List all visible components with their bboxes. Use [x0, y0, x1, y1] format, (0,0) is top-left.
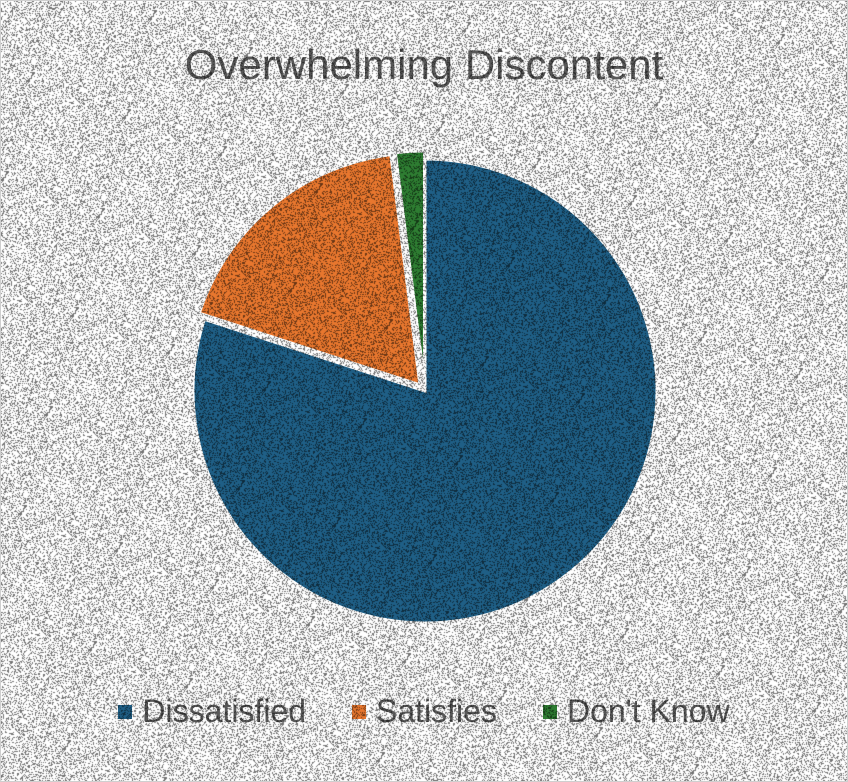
- legend-item: Dissatisfied: [118, 693, 306, 730]
- legend-label: Satisfies: [376, 693, 497, 729]
- legend-swatch: [118, 704, 133, 719]
- legend-item: Satisfies: [352, 693, 497, 730]
- legend-label: Don't Know: [566, 693, 730, 729]
- legend-label: Dissatisfied: [142, 693, 307, 729]
- legend-item: Don't Know: [542, 693, 730, 730]
- legend: Dissatisfied Satisfies Don't Know: [1, 693, 847, 730]
- legend-swatch: [352, 704, 367, 719]
- legend-swatch: [542, 704, 557, 719]
